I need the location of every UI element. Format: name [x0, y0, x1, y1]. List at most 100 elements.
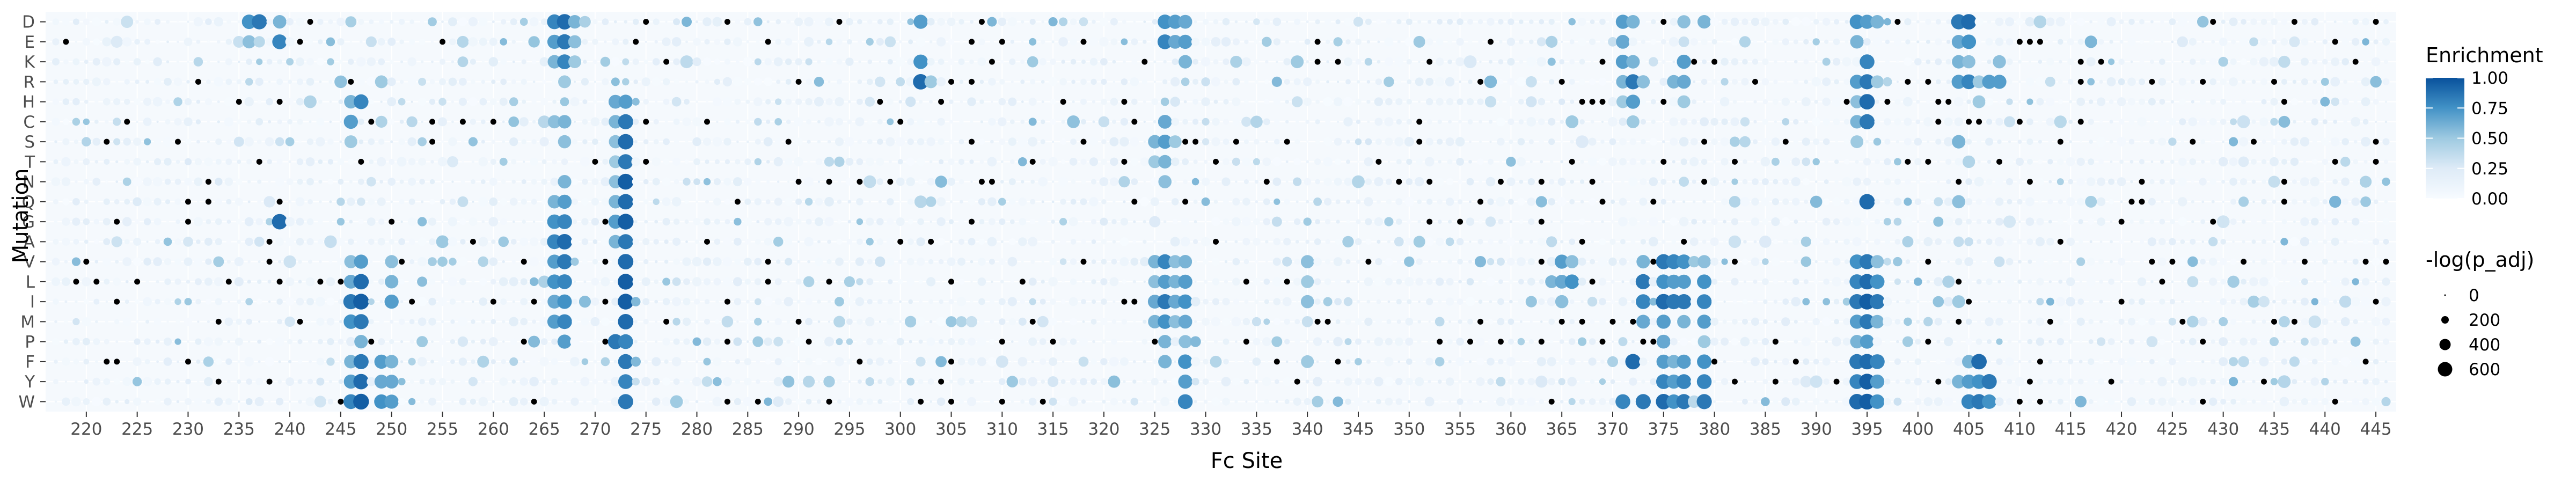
data-point — [509, 137, 518, 147]
data-point — [2097, 337, 2106, 346]
data-point — [2248, 295, 2260, 308]
data-point — [369, 279, 374, 284]
data-point — [1550, 340, 1554, 343]
data-point — [2281, 18, 2288, 25]
data-point — [1405, 318, 1414, 326]
data-point — [409, 298, 415, 305]
data-point — [937, 238, 945, 246]
data-point — [2232, 240, 2235, 243]
data-point — [1468, 360, 1472, 363]
data-point — [1560, 140, 1563, 143]
data-point — [387, 38, 396, 46]
data-point — [1555, 254, 1569, 269]
data-point — [1426, 98, 1433, 106]
data-point — [2241, 219, 2246, 224]
data-point — [724, 398, 730, 405]
data-point — [2150, 379, 2154, 384]
data-point — [2281, 298, 2287, 305]
data-point — [1814, 60, 1818, 63]
data-point — [1374, 277, 1384, 287]
data-point — [408, 158, 416, 166]
data-point — [1314, 158, 1321, 165]
data-point — [1223, 358, 1229, 365]
data-point — [73, 358, 79, 365]
data-point — [155, 298, 160, 305]
data-point — [1711, 79, 1717, 85]
data-point — [309, 120, 312, 123]
data-point — [1333, 396, 1343, 407]
data-point — [296, 217, 304, 226]
data-point — [1245, 400, 1248, 403]
data-point — [177, 20, 179, 23]
data-point — [1099, 37, 1109, 47]
data-point — [1141, 339, 1148, 345]
data-point — [1233, 298, 1239, 305]
data-point — [1478, 219, 1483, 224]
data-point — [1374, 217, 1384, 226]
data-point — [1904, 317, 1912, 326]
data-point — [2159, 338, 2165, 345]
data-point — [2005, 357, 2014, 367]
data-point — [72, 338, 80, 346]
data-point — [2311, 217, 2319, 226]
data-point — [1416, 119, 1423, 125]
data-point — [1711, 298, 1718, 305]
data-point — [1701, 138, 1708, 145]
data-point — [1168, 315, 1182, 328]
data-point — [1223, 58, 1230, 65]
data-point — [764, 397, 772, 406]
data-point — [1731, 58, 1739, 65]
data-point — [459, 78, 467, 86]
data-point — [1060, 299, 1066, 304]
data-point — [2209, 78, 2217, 85]
data-point — [2178, 217, 2187, 226]
data-point — [2035, 237, 2045, 246]
data-point — [631, 356, 641, 367]
data-point — [1028, 277, 1037, 286]
data-point — [368, 298, 375, 305]
data-point — [835, 257, 844, 266]
data-point — [935, 356, 947, 368]
data-point — [1894, 158, 1901, 166]
data-point — [838, 280, 841, 283]
data-point — [906, 157, 915, 166]
data-point — [611, 397, 620, 406]
data-point — [1666, 274, 1681, 289]
data-point — [1739, 136, 1751, 148]
data-point — [1821, 317, 1831, 327]
data-point — [2303, 120, 2306, 123]
data-point — [1305, 120, 1309, 124]
data-point — [1335, 379, 1341, 384]
data-point — [929, 320, 933, 324]
data-point — [1323, 97, 1333, 107]
data-point — [1070, 239, 1077, 245]
data-point — [1791, 297, 1801, 306]
data-point — [1927, 140, 1930, 143]
data-point — [288, 79, 292, 84]
data-point — [1377, 239, 1381, 244]
data-point — [1304, 398, 1311, 406]
data-point — [733, 77, 743, 87]
data-point — [2282, 340, 2286, 343]
data-point — [1243, 379, 1249, 385]
data-point — [785, 58, 792, 65]
data-point — [417, 257, 427, 267]
data-point — [563, 360, 566, 363]
data-point — [1558, 318, 1565, 325]
data-point — [1284, 78, 1290, 85]
data-point — [868, 200, 872, 203]
data-point — [1557, 197, 1567, 207]
data-point — [1955, 258, 1963, 266]
data-point — [1233, 138, 1239, 145]
data-point — [773, 377, 783, 386]
data-point — [409, 39, 415, 45]
data-point — [817, 40, 821, 44]
data-point — [2098, 378, 2104, 385]
data-point — [1915, 239, 1921, 245]
data-point — [457, 336, 469, 347]
data-point — [1202, 138, 1210, 145]
data-point — [1477, 318, 1483, 325]
data-point — [1650, 378, 1657, 385]
data-point — [1406, 99, 1412, 105]
data-point — [2371, 57, 2381, 67]
